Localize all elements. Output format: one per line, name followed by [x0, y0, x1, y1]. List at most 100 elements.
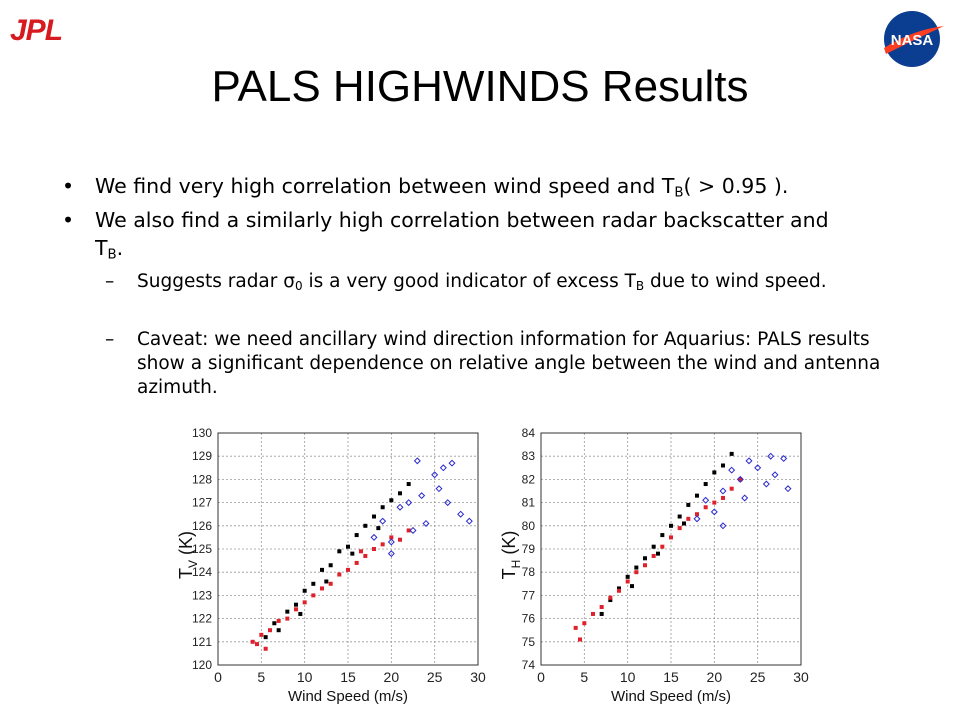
data-point [398, 491, 402, 496]
data-point [363, 553, 368, 558]
data-point [272, 621, 277, 626]
x-tick-label: 5 [580, 669, 588, 685]
data-point [263, 646, 268, 651]
x-tick-label: 10 [620, 669, 636, 685]
data-point [745, 457, 753, 465]
y-tick-label: 129 [192, 449, 212, 463]
subscript: B [674, 185, 684, 201]
data-point [703, 482, 708, 487]
data-point [320, 586, 324, 591]
data-point [695, 493, 699, 498]
data-point [738, 477, 743, 482]
data-point [448, 459, 456, 467]
y-tick-label: 74 [522, 658, 536, 672]
data-point [379, 517, 387, 525]
data-point [465, 517, 473, 525]
y-tick-label: 130 [192, 426, 212, 440]
data-point [630, 584, 634, 589]
data-point [255, 642, 259, 647]
data-point [380, 505, 385, 510]
y-tick-label: 77 [522, 588, 536, 602]
data-point [721, 495, 725, 500]
data-point [617, 586, 621, 591]
text-run: We also find a similarly high correlatio… [95, 208, 829, 260]
y-tick-label: 128 [192, 472, 212, 486]
data-point [354, 533, 359, 538]
data-point [431, 471, 439, 479]
subscript: 0 [294, 279, 303, 293]
data-point [762, 480, 770, 488]
y-tick-label: 82 [522, 472, 536, 486]
data-point [387, 550, 395, 558]
data-point [643, 556, 647, 561]
data-point [250, 639, 255, 644]
y-tick-label: 121 [192, 635, 212, 649]
text-run: ( > 0.95 ). [683, 174, 789, 198]
data-point [728, 466, 736, 474]
data-point [599, 605, 604, 609]
data-point [457, 510, 465, 518]
text-run: is a very good indicator of excess T [302, 271, 636, 292]
y-tick-label: 125 [192, 542, 212, 556]
nasa-swoosh [884, 26, 944, 54]
x-axis-label: Wind Speed (m/s) [288, 688, 408, 705]
data-point [285, 616, 290, 621]
data-point [669, 535, 673, 540]
data-point [337, 549, 342, 554]
x-tick-label: 15 [340, 669, 356, 685]
data-point [578, 637, 582, 642]
data-point [599, 611, 604, 616]
data-point [346, 567, 350, 572]
data-point [406, 528, 411, 533]
data-point [294, 602, 298, 607]
data-point [736, 475, 744, 483]
data-point [625, 574, 630, 579]
data-point [710, 508, 718, 516]
data-point [387, 538, 395, 546]
nasa-logo: NASA [884, 11, 944, 67]
data-point [682, 521, 686, 526]
data-point [634, 570, 639, 575]
data-point [721, 463, 725, 468]
data-point [409, 526, 417, 534]
data-point [359, 549, 363, 554]
data-point [741, 494, 749, 502]
jpl-logo: JPL [10, 14, 63, 47]
bullet-marker: • [62, 208, 75, 232]
chart: 0 5 10 15 20 25 30 120 121 122 123 124 125 126 127 128 1… [176, 426, 486, 705]
data-point [444, 499, 452, 507]
data-point [302, 600, 307, 605]
data-point [693, 515, 701, 523]
data-point [268, 628, 272, 633]
y-label-unit: (K) [499, 531, 519, 560]
data-point [406, 482, 411, 487]
plot-frame [217, 432, 479, 666]
data-point [413, 457, 421, 465]
data-point [363, 523, 368, 528]
x-tick-label: 0 [537, 669, 545, 685]
data-point [398, 537, 402, 542]
y-tick-label: 83 [522, 449, 536, 463]
y-tick-label: 84 [522, 426, 536, 440]
bullet-text: Suggests radar σ0 is a very good indicat… [137, 270, 857, 298]
data-point [702, 496, 710, 504]
data-point [422, 519, 430, 527]
data-point [656, 551, 660, 556]
data-point [573, 625, 578, 630]
data-point [439, 464, 447, 472]
x-axis-label: Wind Speed (m/s) [611, 688, 731, 705]
x-tick-label: 0 [214, 669, 222, 685]
bullet-marker: – [105, 271, 115, 292]
data-point [298, 611, 303, 616]
y-tick-label: 79 [522, 542, 536, 556]
x-tick-label: 30 [793, 669, 809, 685]
data-point [643, 563, 647, 568]
data-point [677, 514, 682, 519]
data-point [435, 485, 443, 493]
data-point [405, 499, 413, 507]
y-label-main: T [499, 568, 519, 579]
data-point [729, 451, 734, 456]
data-point [294, 607, 298, 612]
data-point [686, 502, 691, 507]
